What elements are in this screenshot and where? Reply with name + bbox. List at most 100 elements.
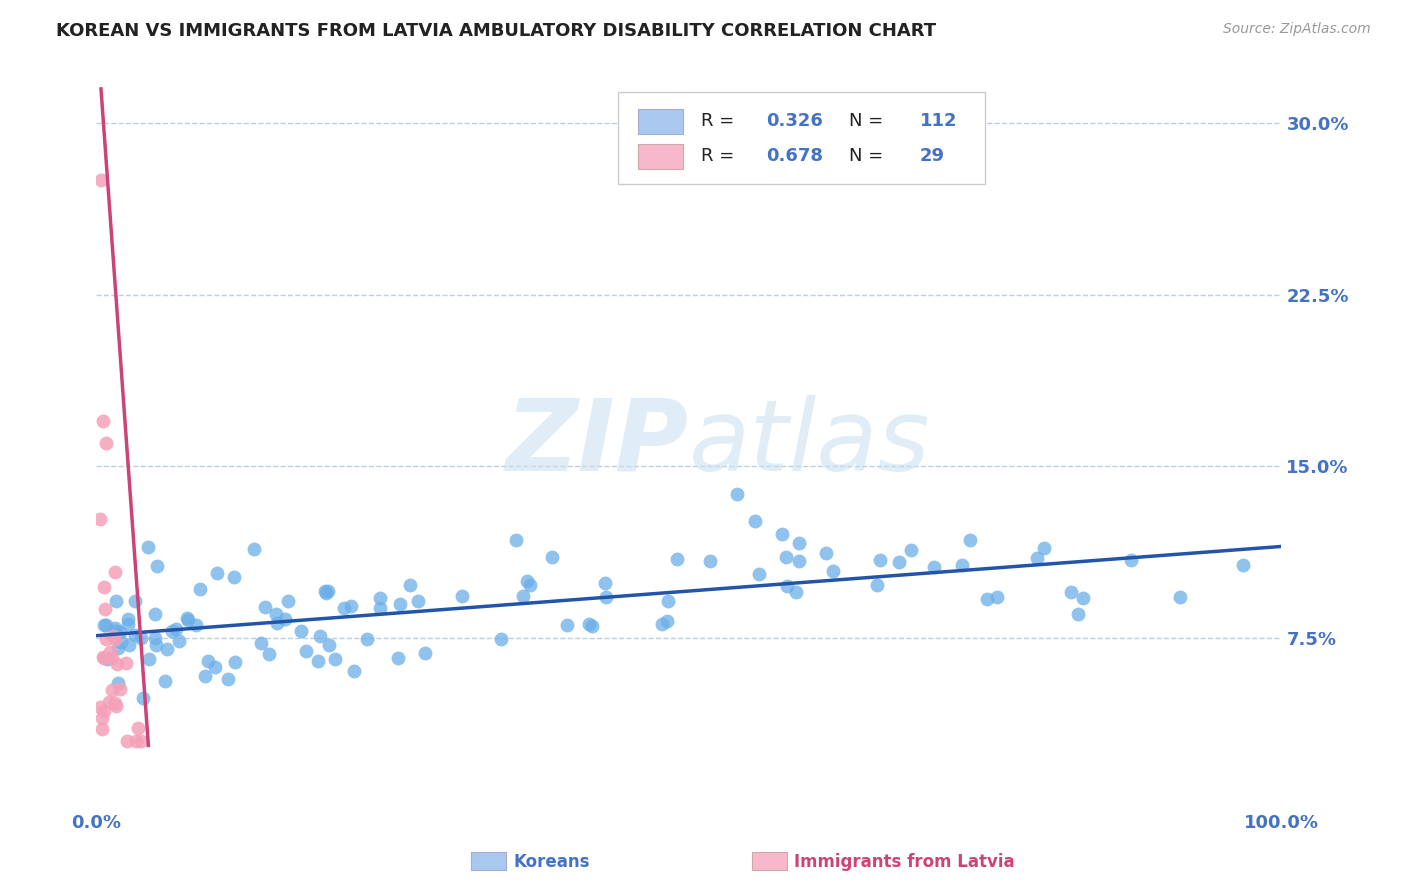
Point (117, 617, 139, 632)
Text: ZIP: ZIP (506, 395, 689, 492)
Point (108, 624, 131, 639)
Point (519, 578, 541, 592)
Point (93, 618, 115, 632)
Point (125, 734, 148, 748)
Point (224, 655, 246, 669)
Point (145, 638, 167, 652)
Point (160, 624, 183, 638)
Text: atlas: atlas (689, 395, 931, 492)
Point (665, 552, 688, 566)
Point (204, 660, 226, 674)
Point (91, 649, 114, 664)
Point (295, 644, 318, 658)
Point (1025, 550, 1047, 565)
Point (593, 576, 616, 591)
Point (257, 647, 280, 661)
Text: 0.326: 0.326 (766, 112, 823, 129)
Point (131, 691, 153, 706)
Point (93, 414, 115, 428)
Point (104, 565, 127, 579)
Point (775, 549, 797, 564)
Point (315, 585, 337, 599)
Point (959, 533, 981, 548)
Point (93, 651, 115, 665)
Text: 29: 29 (920, 147, 945, 165)
Point (368, 601, 391, 615)
Point (224, 570, 246, 584)
Point (340, 599, 363, 614)
Point (976, 591, 998, 606)
FancyBboxPatch shape (617, 92, 986, 184)
Point (1060, 584, 1083, 599)
Text: N =: N = (849, 112, 889, 129)
Point (787, 536, 810, 550)
Point (986, 590, 1008, 604)
Point (110, 635, 132, 649)
Text: R =: R = (700, 112, 740, 129)
Point (1066, 607, 1088, 621)
Point (489, 632, 512, 646)
Point (107, 675, 129, 690)
Point (1119, 553, 1142, 567)
Text: 0.678: 0.678 (766, 147, 823, 165)
Point (93, 580, 115, 594)
Point (188, 582, 211, 596)
Point (118, 638, 141, 652)
Point (651, 616, 673, 631)
Point (922, 560, 945, 574)
Point (505, 533, 527, 547)
Point (184, 617, 207, 632)
Point (785, 585, 807, 599)
Point (96, 652, 118, 666)
Point (699, 554, 721, 568)
Point (207, 566, 229, 581)
Point (900, 542, 922, 557)
Point (217, 672, 239, 686)
Point (1033, 541, 1056, 555)
Text: N =: N = (849, 147, 889, 165)
Point (129, 734, 152, 748)
Point (94, 436, 117, 450)
Point (143, 631, 166, 645)
Point (145, 559, 167, 574)
Point (145, 607, 167, 621)
Point (105, 657, 128, 671)
Point (117, 612, 139, 626)
Point (318, 584, 340, 599)
Point (451, 589, 474, 603)
Point (388, 597, 411, 611)
Point (540, 549, 562, 564)
Point (90, 173, 112, 187)
Point (887, 555, 910, 569)
Point (250, 635, 273, 649)
Point (770, 527, 793, 541)
Point (655, 614, 678, 628)
Point (578, 617, 600, 632)
Point (197, 654, 219, 668)
Point (555, 617, 578, 632)
Point (657, 594, 679, 608)
Point (744, 514, 766, 528)
Point (866, 577, 889, 591)
Point (104, 696, 127, 710)
Point (194, 668, 217, 682)
Point (1168, 590, 1191, 604)
Point (138, 652, 160, 666)
Text: Source: ZipAtlas.com: Source: ZipAtlas.com (1223, 22, 1371, 37)
Point (343, 665, 366, 679)
Point (117, 734, 139, 748)
Point (156, 641, 179, 656)
Point (869, 553, 891, 567)
Point (103, 629, 125, 643)
Point (815, 545, 838, 559)
Point (127, 722, 149, 736)
Point (274, 612, 297, 626)
Point (1073, 591, 1095, 606)
Point (104, 632, 127, 647)
Point (105, 698, 128, 713)
Point (100, 682, 122, 697)
Point (136, 541, 159, 555)
Point (103, 621, 125, 635)
Point (101, 651, 124, 665)
Point (516, 574, 538, 588)
